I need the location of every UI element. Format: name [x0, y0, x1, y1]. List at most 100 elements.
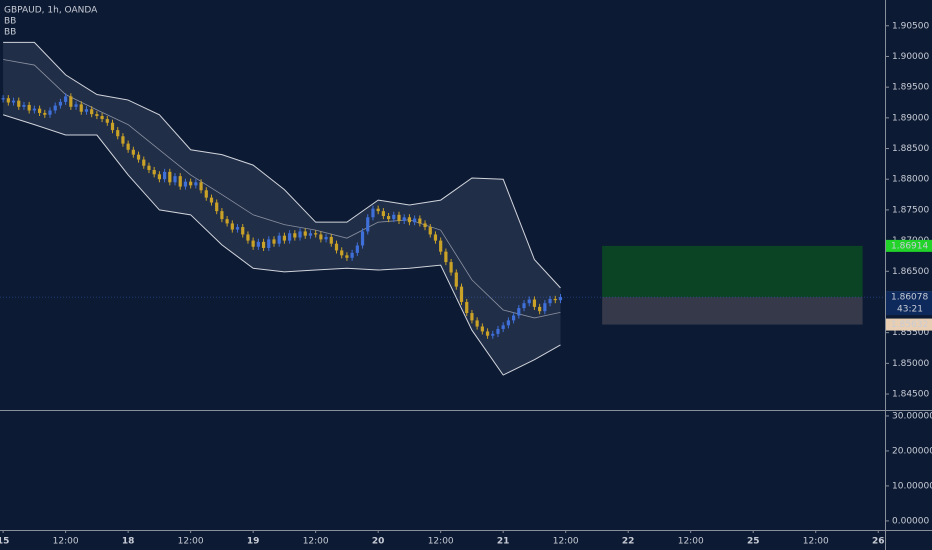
candle-body — [6, 98, 10, 103]
candle-body — [142, 159, 146, 166]
y-tick-label: 20.00000 — [892, 446, 932, 456]
candle-body — [350, 252, 354, 258]
candle-body — [282, 235, 287, 241]
candle-body — [225, 219, 229, 224]
y-tick-label: 10.00000 — [892, 481, 932, 491]
candle-body — [465, 301, 469, 314]
candle-body — [319, 234, 323, 240]
candle-body — [11, 100, 16, 103]
y-tick-label: 1.84500 — [892, 390, 929, 400]
candle-body — [407, 217, 412, 223]
candle-body — [256, 241, 260, 247]
band-fill — [3, 42, 561, 376]
candle-body — [303, 231, 307, 236]
y-tick-label: 1.88000 — [892, 175, 929, 185]
candle-body — [215, 202, 219, 212]
y-tick-label: 1.86500 — [892, 267, 929, 277]
price-tag — [886, 239, 932, 252]
candle-body — [173, 176, 177, 183]
candle-body — [22, 104, 26, 107]
candle-body — [251, 240, 255, 247]
candle-body — [17, 100, 21, 107]
y-tick-label: 1.89000 — [892, 113, 929, 123]
candle-body — [84, 109, 89, 112]
candle-body — [272, 239, 276, 244]
y-tick-label: 30.00000 — [892, 411, 932, 421]
candle-body — [194, 182, 198, 186]
candle-body — [204, 190, 208, 198]
candle-body — [79, 104, 83, 112]
candle-body — [235, 227, 240, 230]
candle-body — [74, 104, 78, 107]
candle-body — [371, 208, 375, 218]
price-tag-label: 1.86078 — [891, 293, 928, 303]
candle-body — [37, 108, 42, 113]
candle-body — [157, 174, 161, 180]
candle-body — [267, 239, 271, 248]
x-tick-label: 18 — [122, 537, 135, 547]
x-tick-label: 12:00 — [803, 537, 829, 547]
candle-body — [178, 176, 182, 187]
candle-body — [199, 182, 203, 191]
y-tick-label: 1.90000 — [892, 52, 929, 62]
candle-body — [43, 112, 47, 115]
candle-body — [522, 303, 526, 309]
candle-body — [189, 181, 193, 186]
candle-body — [241, 227, 245, 235]
candle-body — [53, 105, 57, 111]
candle-body — [345, 255, 349, 258]
band-middle — [3, 59, 561, 319]
band-lower — [2, 114, 561, 376]
candle-body — [517, 308, 521, 316]
candle-body — [485, 331, 490, 336]
x-tick-label: 19 — [247, 537, 260, 547]
candle-body — [553, 298, 557, 301]
candle-body — [27, 104, 31, 111]
candle-body — [126, 143, 130, 150]
candle-body — [324, 236, 328, 240]
price-tag — [886, 291, 932, 316]
candle-body — [116, 130, 120, 137]
candle-body — [64, 96, 68, 102]
indicator-label: BB — [4, 17, 16, 27]
candle-body — [308, 233, 313, 236]
candle-body — [246, 234, 250, 241]
candle-body — [152, 170, 156, 175]
candle-body — [48, 110, 52, 115]
x-tick-label: 12:00 — [678, 537, 704, 547]
candle-body — [163, 171, 167, 180]
price-tag — [886, 318, 932, 331]
candle-body — [558, 297, 563, 301]
candle-body — [1, 98, 5, 100]
candle-body — [381, 211, 385, 217]
candle-body — [168, 171, 172, 183]
x-tick-label: 12:00 — [53, 537, 79, 547]
candle-body — [230, 223, 234, 230]
candle-body — [209, 197, 214, 203]
candle-body — [293, 233, 297, 238]
candle-body — [329, 236, 333, 244]
y-tick-label: 1.90500 — [892, 21, 929, 31]
candle-body — [376, 208, 380, 212]
candle-body — [340, 250, 344, 256]
candle-body — [418, 218, 422, 224]
candle-body — [439, 240, 443, 252]
y-tick-label: 1.85000 — [892, 359, 929, 369]
candle-body — [105, 119, 109, 123]
candle-body — [527, 299, 531, 304]
candle-body — [147, 165, 151, 171]
band-upper — [3, 41, 561, 289]
candle-body — [32, 108, 36, 111]
y-tick-label: 1.87500 — [892, 205, 929, 215]
indicator-label: BB — [4, 28, 16, 38]
candle-body — [69, 96, 73, 107]
candle-body — [121, 136, 125, 144]
candle-body — [402, 217, 406, 221]
candle-body — [449, 262, 453, 273]
x-tick-label: 12:00 — [303, 537, 329, 547]
candle-body — [220, 211, 224, 220]
candle-body — [501, 325, 505, 329]
candle-body — [543, 303, 547, 312]
x-tick-label: 12:00 — [553, 537, 579, 547]
